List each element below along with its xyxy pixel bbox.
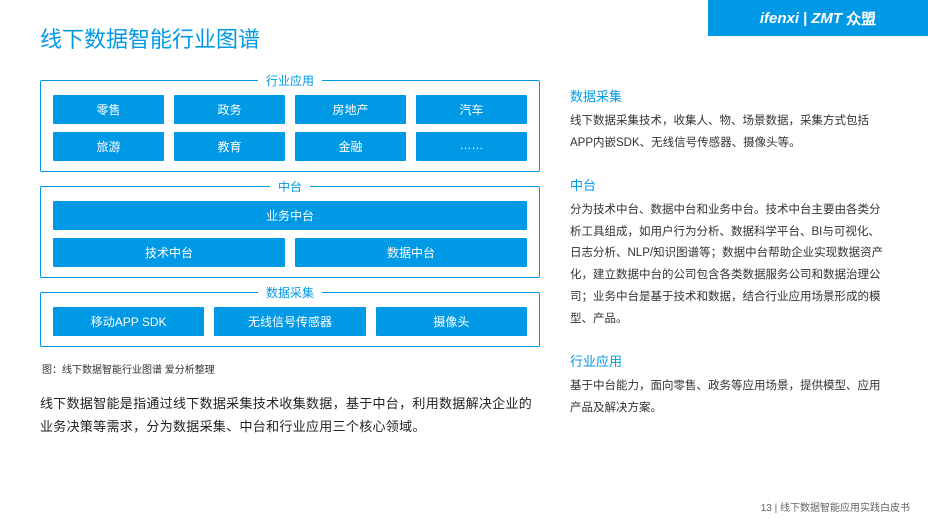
sec3-body: 基于中台能力，面向零售、政务等应用场景，提供模型、应用产品及解决方案。: [570, 376, 890, 420]
pill-gov: 政务: [174, 95, 285, 124]
pill-sensor: 无线信号传感器: [214, 307, 365, 336]
pill-retail: 零售: [53, 95, 164, 124]
brand-sep: |: [803, 10, 807, 27]
pill-more: ……: [416, 132, 527, 161]
pill-finance: 金融: [295, 132, 406, 161]
footer-doc: 线下数据智能应用实践白皮书: [780, 503, 910, 514]
sec1-body: 线下数据采集技术，收集人、物、场景数据，采集方式包括APP内嵌SDK、无线信号传…: [570, 111, 890, 155]
sec2-body: 分为技术中台、数据中台和业务中台。技术中台主要由各类分析工具组成，如用户行为分析…: [570, 200, 890, 331]
brand-zhongmeng: 众盟: [846, 8, 876, 29]
diagram-area: 行业应用 零售 政务 房地产 汽车 旅游 教育 金融 …… 中台 业务中台 技术…: [40, 80, 540, 439]
page-title: 线下数据智能行业图谱: [40, 22, 260, 54]
pill-tech-middle: 技术中台: [53, 238, 285, 267]
description-area: 数据采集 线下数据采集技术，收集人、物、场景数据，采集方式包括APP内嵌SDK、…: [570, 86, 890, 439]
group-middle: 中台 业务中台 技术中台 数据中台: [40, 186, 540, 278]
diagram-caption: 图：线下数据智能行业图谱 爱分析整理: [42, 361, 540, 376]
group-middle-label: 中台: [270, 178, 310, 195]
group-industry-label: 行业应用: [258, 72, 322, 89]
group-collect: 数据采集 移动APP SDK 无线信号传感器 摄像头: [40, 292, 540, 347]
page-footer: 13 | 线下数据智能应用实践白皮书: [761, 499, 910, 514]
summary-paragraph: 线下数据智能是指通过线下数据采集技术收集数据，基于中台，利用数据解决企业的业务决…: [40, 392, 540, 439]
pill-edu: 教育: [174, 132, 285, 161]
brand-ifenxi: ifenxi: [760, 10, 799, 27]
pill-travel: 旅游: [53, 132, 164, 161]
footer-page: 13: [761, 503, 772, 514]
pill-biz-middle: 业务中台: [53, 201, 527, 230]
footer-sep: |: [772, 503, 780, 514]
pill-sdk: 移动APP SDK: [53, 307, 204, 336]
group-collect-label: 数据采集: [258, 284, 322, 301]
group-industry: 行业应用 零售 政务 房地产 汽车 旅游 教育 金融 ……: [40, 80, 540, 172]
pill-data-middle: 数据中台: [295, 238, 527, 267]
sec2-title: 中台: [570, 175, 890, 194]
pill-auto: 汽车: [416, 95, 527, 124]
brand-bar: ifenxi | ZMT 众盟: [708, 0, 928, 36]
pill-camera: 摄像头: [376, 307, 527, 336]
pill-realestate: 房地产: [295, 95, 406, 124]
sec3-title: 行业应用: [570, 351, 890, 370]
sec1-title: 数据采集: [570, 86, 890, 105]
brand-zmt: ZMT: [811, 10, 842, 27]
